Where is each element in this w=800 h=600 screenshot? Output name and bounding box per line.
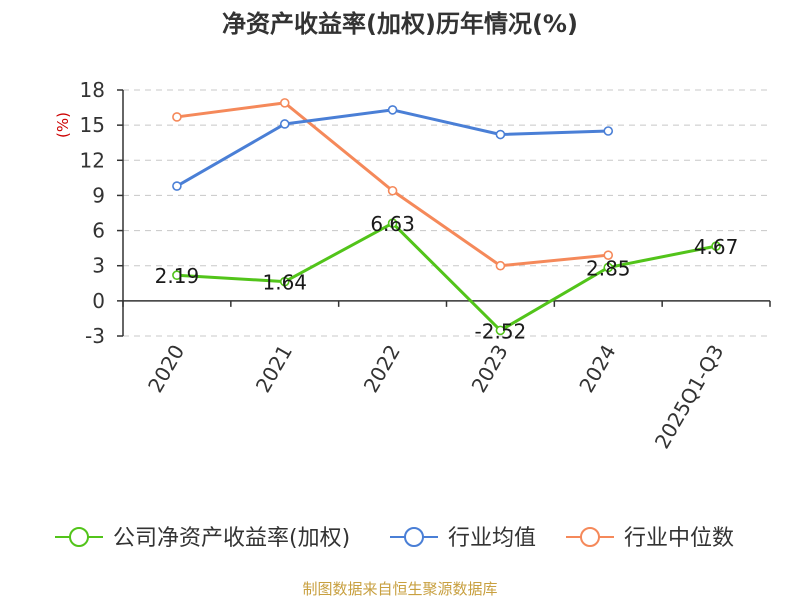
legend-label-1: 行业均值 — [448, 526, 536, 551]
y-tick-label: -3 — [85, 324, 105, 348]
series-point-2 — [387, 185, 398, 196]
y-tick-label: 12 — [80, 148, 105, 172]
legend: 公司净资产收益率(加权) 行业均值 行业中位数 — [55, 526, 734, 551]
x-tick-label: 2020 — [143, 341, 189, 397]
x-tick-label: 2025Q1-Q3 — [650, 341, 729, 453]
y-tick-label: 9 — [92, 183, 105, 207]
y-axis-label: (%) — [54, 112, 72, 138]
series-point-1 — [603, 126, 614, 136]
data-label-layer: 2.19 1.64 6.63 -2.52 2.85 4.67 — [155, 212, 739, 343]
data-label: 2.85 — [586, 256, 631, 280]
x-tick-label: 2021 — [251, 341, 297, 397]
y-tick-label: 18 — [80, 78, 105, 102]
series-point-0 — [495, 325, 506, 336]
y-tick-label: 3 — [92, 254, 105, 278]
legend-marker-1 — [404, 527, 424, 547]
series-line-0 — [176, 221, 717, 332]
series-point-0 — [711, 241, 721, 251]
legend-label-0: 公司净资产收益率(加权) — [113, 526, 350, 551]
data-label: 1.64 — [262, 271, 307, 295]
series-point-0 — [172, 270, 182, 281]
series-point-2 — [279, 98, 290, 108]
series-line-1 — [176, 108, 609, 188]
series-point-0 — [387, 218, 398, 228]
y-tick-label: 15 — [80, 113, 105, 137]
series-point-1 — [172, 181, 182, 191]
series-point-2 — [172, 112, 182, 122]
legend-label-2: 行业中位数 — [624, 526, 734, 551]
legend-marker-0 — [69, 527, 89, 547]
y-tick-label: 6 — [92, 219, 105, 243]
data-label: 4.67 — [694, 235, 739, 259]
data-label: 6.63 — [370, 212, 415, 236]
data-label: -2.52 — [475, 319, 527, 343]
y-tick-label: 0 — [92, 289, 105, 313]
series-line-2 — [176, 101, 609, 268]
chart-title: 净资产收益率(加权)历年情况(%) — [222, 10, 578, 38]
series-point-1 — [495, 129, 506, 140]
series-point-1 — [279, 119, 290, 129]
data-source-note: 制图数据来自恒生聚源数据库 — [302, 580, 497, 598]
x-tick-label: 2022 — [359, 341, 405, 397]
series-point-2 — [495, 260, 506, 271]
series-point-0 — [279, 276, 290, 287]
series-layer — [172, 98, 721, 336]
series-point-0 — [603, 262, 614, 273]
x-tick-label: 2023 — [467, 340, 513, 396]
data-label: 2.19 — [155, 264, 200, 288]
series-point-1 — [387, 105, 398, 115]
x-tick-label: 2024 — [574, 341, 620, 397]
grid-layer — [123, 89, 770, 337]
legend-marker-2 — [580, 527, 600, 547]
series-point-2 — [603, 250, 614, 260]
